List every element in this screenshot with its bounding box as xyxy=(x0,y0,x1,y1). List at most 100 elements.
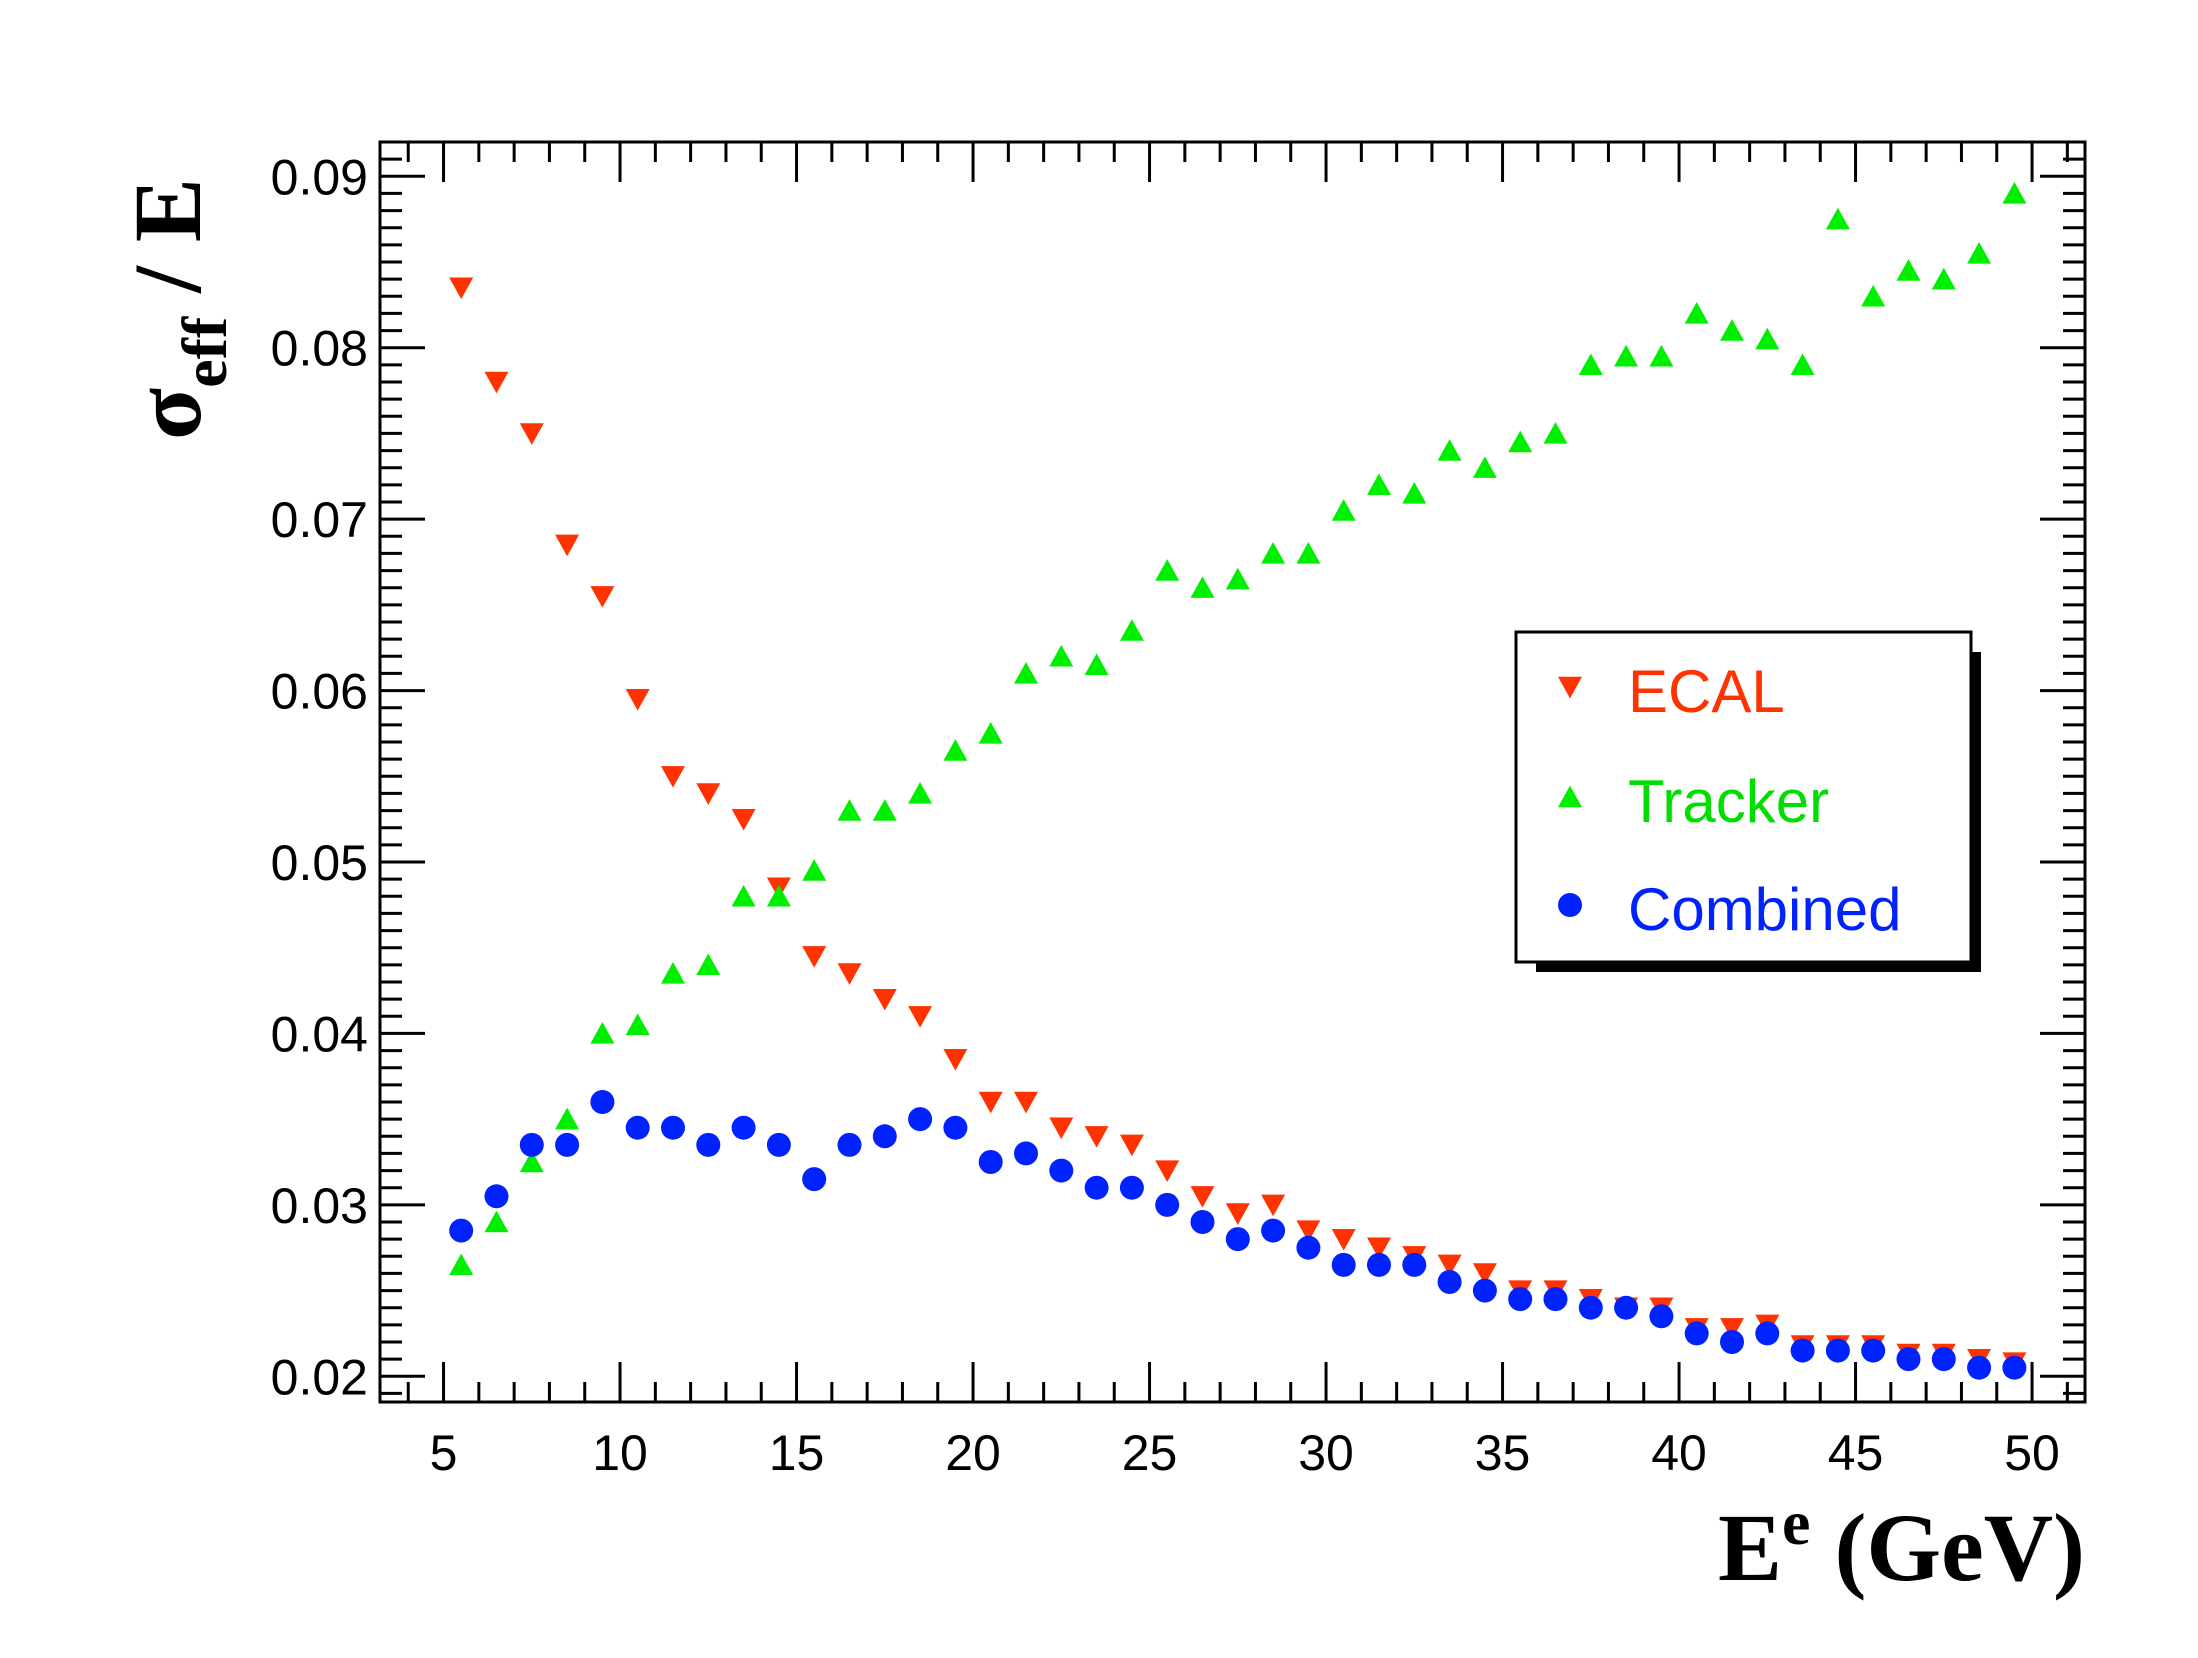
tracker-point xyxy=(696,953,721,976)
tracker-point xyxy=(1578,353,1603,376)
combined-point xyxy=(1931,1347,1956,1372)
tracker-point xyxy=(978,722,1003,744)
ecal-point xyxy=(1261,1194,1286,1217)
combined-point xyxy=(872,1124,897,1149)
tracker-point xyxy=(1261,542,1286,564)
ecal-point xyxy=(555,534,580,557)
legend-label-combined: Combined xyxy=(1628,876,1902,943)
tracker-point xyxy=(1931,267,1956,290)
combined-point xyxy=(555,1132,580,1157)
combined-point xyxy=(1684,1321,1709,1346)
tracker-point xyxy=(1825,207,1850,230)
y-tick-label: 0.07 xyxy=(271,492,368,548)
combined-point xyxy=(837,1132,862,1157)
legend-box xyxy=(1514,630,1973,964)
tracker-point xyxy=(449,1253,474,1276)
combined-point xyxy=(766,1132,791,1157)
tracker-point xyxy=(1896,259,1921,281)
combined-point xyxy=(590,1090,615,1114)
y-axis-title-subscript: eff xyxy=(169,316,240,388)
ecal-point xyxy=(449,277,474,300)
plot-frame xyxy=(378,140,2087,1404)
combined-point xyxy=(1755,1321,1780,1346)
x-axis-title-superscript: e xyxy=(1782,1487,1810,1558)
combined-point xyxy=(1190,1210,1215,1234)
tracker-point xyxy=(1861,284,1886,307)
ecal-point xyxy=(1013,1091,1038,1114)
y-axis-title-symbol: σ xyxy=(114,388,221,440)
x-axis-title-symbol: E xyxy=(1718,1494,1782,1601)
combined-point xyxy=(731,1115,756,1140)
tracker-point xyxy=(802,859,827,881)
y-tick-label: 0.06 xyxy=(271,664,368,720)
tracker-point xyxy=(1013,662,1038,684)
combined-point xyxy=(1225,1227,1250,1252)
combined-point xyxy=(1472,1278,1497,1303)
tracker-point xyxy=(625,1013,650,1036)
combined-point xyxy=(1331,1252,1356,1277)
legend-label-ecal: ECAL xyxy=(1628,658,1785,725)
combined-point xyxy=(1967,1355,1992,1380)
ecal-point xyxy=(519,423,544,445)
ecal-point xyxy=(1190,1186,1215,1208)
tracker-point xyxy=(731,884,756,907)
combined-point xyxy=(1825,1338,1850,1363)
combined-point xyxy=(802,1167,827,1192)
ecal-point xyxy=(1437,1254,1462,1277)
combined-point xyxy=(1296,1235,1321,1260)
combined-point xyxy=(625,1115,650,1140)
tracker-point xyxy=(837,799,862,821)
x-tick-label: 15 xyxy=(769,1425,825,1481)
y-tick-label: 0.02 xyxy=(271,1349,368,1405)
tracker-point xyxy=(1049,644,1074,667)
combined-point xyxy=(1366,1252,1391,1277)
tracker-point xyxy=(1155,559,1180,581)
tracker-point xyxy=(2002,182,2027,204)
tracker-point xyxy=(766,884,791,907)
ecal-point xyxy=(1084,1126,1109,1148)
tracker-point xyxy=(1790,353,1815,376)
legend-marker-ecal xyxy=(1558,676,1582,699)
y-tick-label: 0.09 xyxy=(271,149,368,205)
x-tick-label: 50 xyxy=(2004,1425,2060,1481)
axis-ticks xyxy=(380,142,2085,1402)
tracker-point xyxy=(1366,473,1391,496)
series-tracker xyxy=(449,182,2027,1276)
tracker-point xyxy=(484,1210,509,1233)
ecal-point xyxy=(802,946,827,968)
legend-markers xyxy=(1558,676,1582,917)
ecal-point xyxy=(590,586,615,608)
y-axis-title-rest: / E xyxy=(114,178,221,317)
combined-point xyxy=(1649,1304,1674,1329)
combined-point xyxy=(908,1107,933,1132)
y-tick-label: 0.05 xyxy=(271,835,368,891)
x-axis-title: Ee (GeV) xyxy=(1718,1487,2085,1601)
x-tick-label: 45 xyxy=(1828,1425,1884,1481)
ecal-point xyxy=(1049,1117,1074,1140)
tracker-point xyxy=(1119,619,1144,641)
tracker-point xyxy=(1437,439,1462,461)
ecal-point xyxy=(1472,1263,1497,1285)
combined-point xyxy=(1861,1338,1886,1363)
x-tick-label: 30 xyxy=(1298,1425,1354,1481)
legend: ECAL Tracker Combined xyxy=(1514,630,1981,972)
axis-tick-labels: 5 10 15 20 25 30 35 40 45 50 0.02 0.03 0.04 0.05 0.06 0… xyxy=(271,149,2060,1481)
tracker-point xyxy=(1543,422,1568,444)
tracker-point xyxy=(1084,653,1109,676)
ecal-point xyxy=(731,808,756,831)
tracker-point xyxy=(519,1150,544,1173)
combined-point xyxy=(1543,1287,1568,1312)
ecal-point xyxy=(1366,1237,1391,1260)
y-tick-label: 0.08 xyxy=(271,321,368,377)
tracker-point xyxy=(943,739,968,761)
tracker-point xyxy=(1472,456,1497,478)
tracker-point xyxy=(555,1107,580,1130)
ecal-point xyxy=(1296,1220,1321,1242)
combined-point xyxy=(1155,1192,1180,1217)
tracker-point xyxy=(1296,542,1321,564)
combined-point xyxy=(1790,1338,1815,1363)
ecal-point xyxy=(908,1006,933,1028)
x-tick-label: 10 xyxy=(592,1425,648,1481)
combined-point xyxy=(943,1115,968,1140)
y-axis-title: σeff / E xyxy=(114,178,240,440)
